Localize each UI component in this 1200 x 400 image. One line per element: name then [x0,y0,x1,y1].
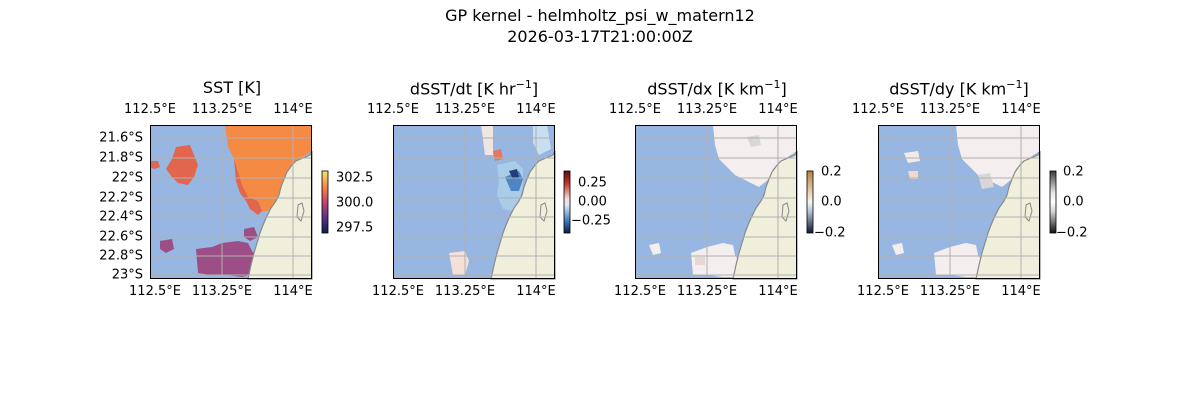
lon-tick-top: 112.5°E [367,102,419,117]
dt-pale-region [449,251,469,275]
colorbar-tick: 0.2 [821,164,842,180]
lon-tick-bottom: 112.5°E [857,284,909,299]
lon-tick-top: 112.5°E [124,102,176,117]
colorbar-tick: 0.25 [578,175,607,191]
lat-tick: 23°S [111,267,143,283]
map-frame [635,125,797,279]
map-frame [150,125,312,279]
lat-tick: 22.8°S [99,248,143,264]
panel-title-dsst-dy: dSST/dy [K km−1] [889,78,1029,99]
gradient-pale-region [892,243,904,255]
lon-tick-top: 112.5°E [852,102,904,117]
dt-pale-region [481,125,493,155]
colorbar-dsst-dt [563,170,571,234]
lon-tick-top: 114°E [516,102,556,117]
map-dsst-dy [878,125,1041,280]
gradient-pale-region [649,243,661,255]
colorbar-tick: 297.5 [336,220,374,236]
panel-title-dsst-dt: dSST/dt [K hr−1] [409,78,539,99]
lon-tick-bottom: 114°E [1001,284,1041,299]
colorbar-fill [321,170,329,234]
lat-tick: 22.4°S [99,209,143,225]
gradient-pale-region [904,151,920,163]
colorbar-fill [563,170,571,234]
lon-tick-bottom: 112.5°E [372,284,424,299]
sst-warm-region [225,125,312,211]
lon-tick-bottom: 112.5°E [129,284,181,299]
colorbar-tick: 300.0 [336,195,374,211]
panel-title-sst: SST [K] [202,78,262,97]
lon-tick-bottom: 112.5°E [614,284,666,299]
panel-title-dsst-dx: dSST/dx [K km−1] [647,78,787,99]
colorbar-tick: 0.2 [1063,164,1084,180]
map-frame [878,125,1040,279]
gradient-pale-region [691,243,741,277]
map-sst [150,125,313,280]
lon-tick-top: 114°E [758,102,798,117]
colorbar-tick: −0.2 [1056,225,1088,241]
sst-mid-region [150,161,160,169]
colorbar-fill [1049,170,1057,234]
lon-tick-bottom: 113.25°E [191,284,253,299]
colorbar-fill [806,170,814,234]
lon-tick-bottom: 114°E [273,284,313,299]
gradient-gray-patch [978,173,994,189]
gradient-pale-region [956,125,1040,187]
figure-subtitle: 2026-03-17T21:00:00Z [507,27,693,46]
lon-tick-top: 113.25°E [434,102,496,117]
coastline-land [490,150,556,280]
gradient-pink-patch [695,257,705,265]
lon-tick-bottom: 114°E [516,284,556,299]
lon-tick-bottom: 114°E [758,284,798,299]
dt-dark-blue-region [509,169,519,179]
lat-tick: 22.6°S [99,229,143,245]
map-dsst-dt [393,125,556,280]
colorbar-dsst-dx [806,170,814,234]
lat-tick: 21.6°S [99,130,143,146]
coastline-land [975,150,1041,280]
colorbar-tick: 302.5 [336,170,374,186]
lon-tick-bottom: 113.25°E [434,284,496,299]
colorbar-sst [321,170,329,234]
figure-title: GP kernel - helmholtz_psi_w_matern12 [445,6,755,25]
lat-tick: 22°S [111,170,143,186]
colorbar-tick: 0.0 [821,194,842,210]
lon-tick-top: 113.25°E [191,102,253,117]
colorbar-dsst-dy [1049,170,1057,234]
dt-light-blue-region [533,125,551,155]
lon-tick-bottom: 113.25°E [676,284,738,299]
lon-tick-top: 112.5°E [609,102,661,117]
colorbar-tick: −0.2 [814,225,846,241]
map-dsst-dx [635,125,798,280]
lon-tick-top: 113.25°E [919,102,981,117]
sst-cool-region [160,239,174,253]
map-frame [393,125,555,279]
lon-tick-bottom: 113.25°E [919,284,981,299]
colorbar-tick: 0.0 [1063,194,1084,210]
coastline-land [732,150,798,280]
sst-mid-region [166,145,198,185]
gradient-pale-region [713,125,797,187]
lon-tick-top: 114°E [273,102,313,117]
colorbar-tick: 0.00 [578,194,607,210]
gradient-orange-patch [908,171,918,179]
sst-cool-region [196,241,258,277]
gradient-pale-region [934,243,984,277]
coastline-land [247,150,313,280]
lat-tick: 22.2°S [99,190,143,206]
colorbar-tick: −0.25 [571,213,611,229]
lat-tick: 21.8°S [99,150,143,166]
lon-tick-top: 113.25°E [676,102,738,117]
sst-mid-region [234,159,262,215]
lon-tick-top: 114°E [1001,102,1041,117]
